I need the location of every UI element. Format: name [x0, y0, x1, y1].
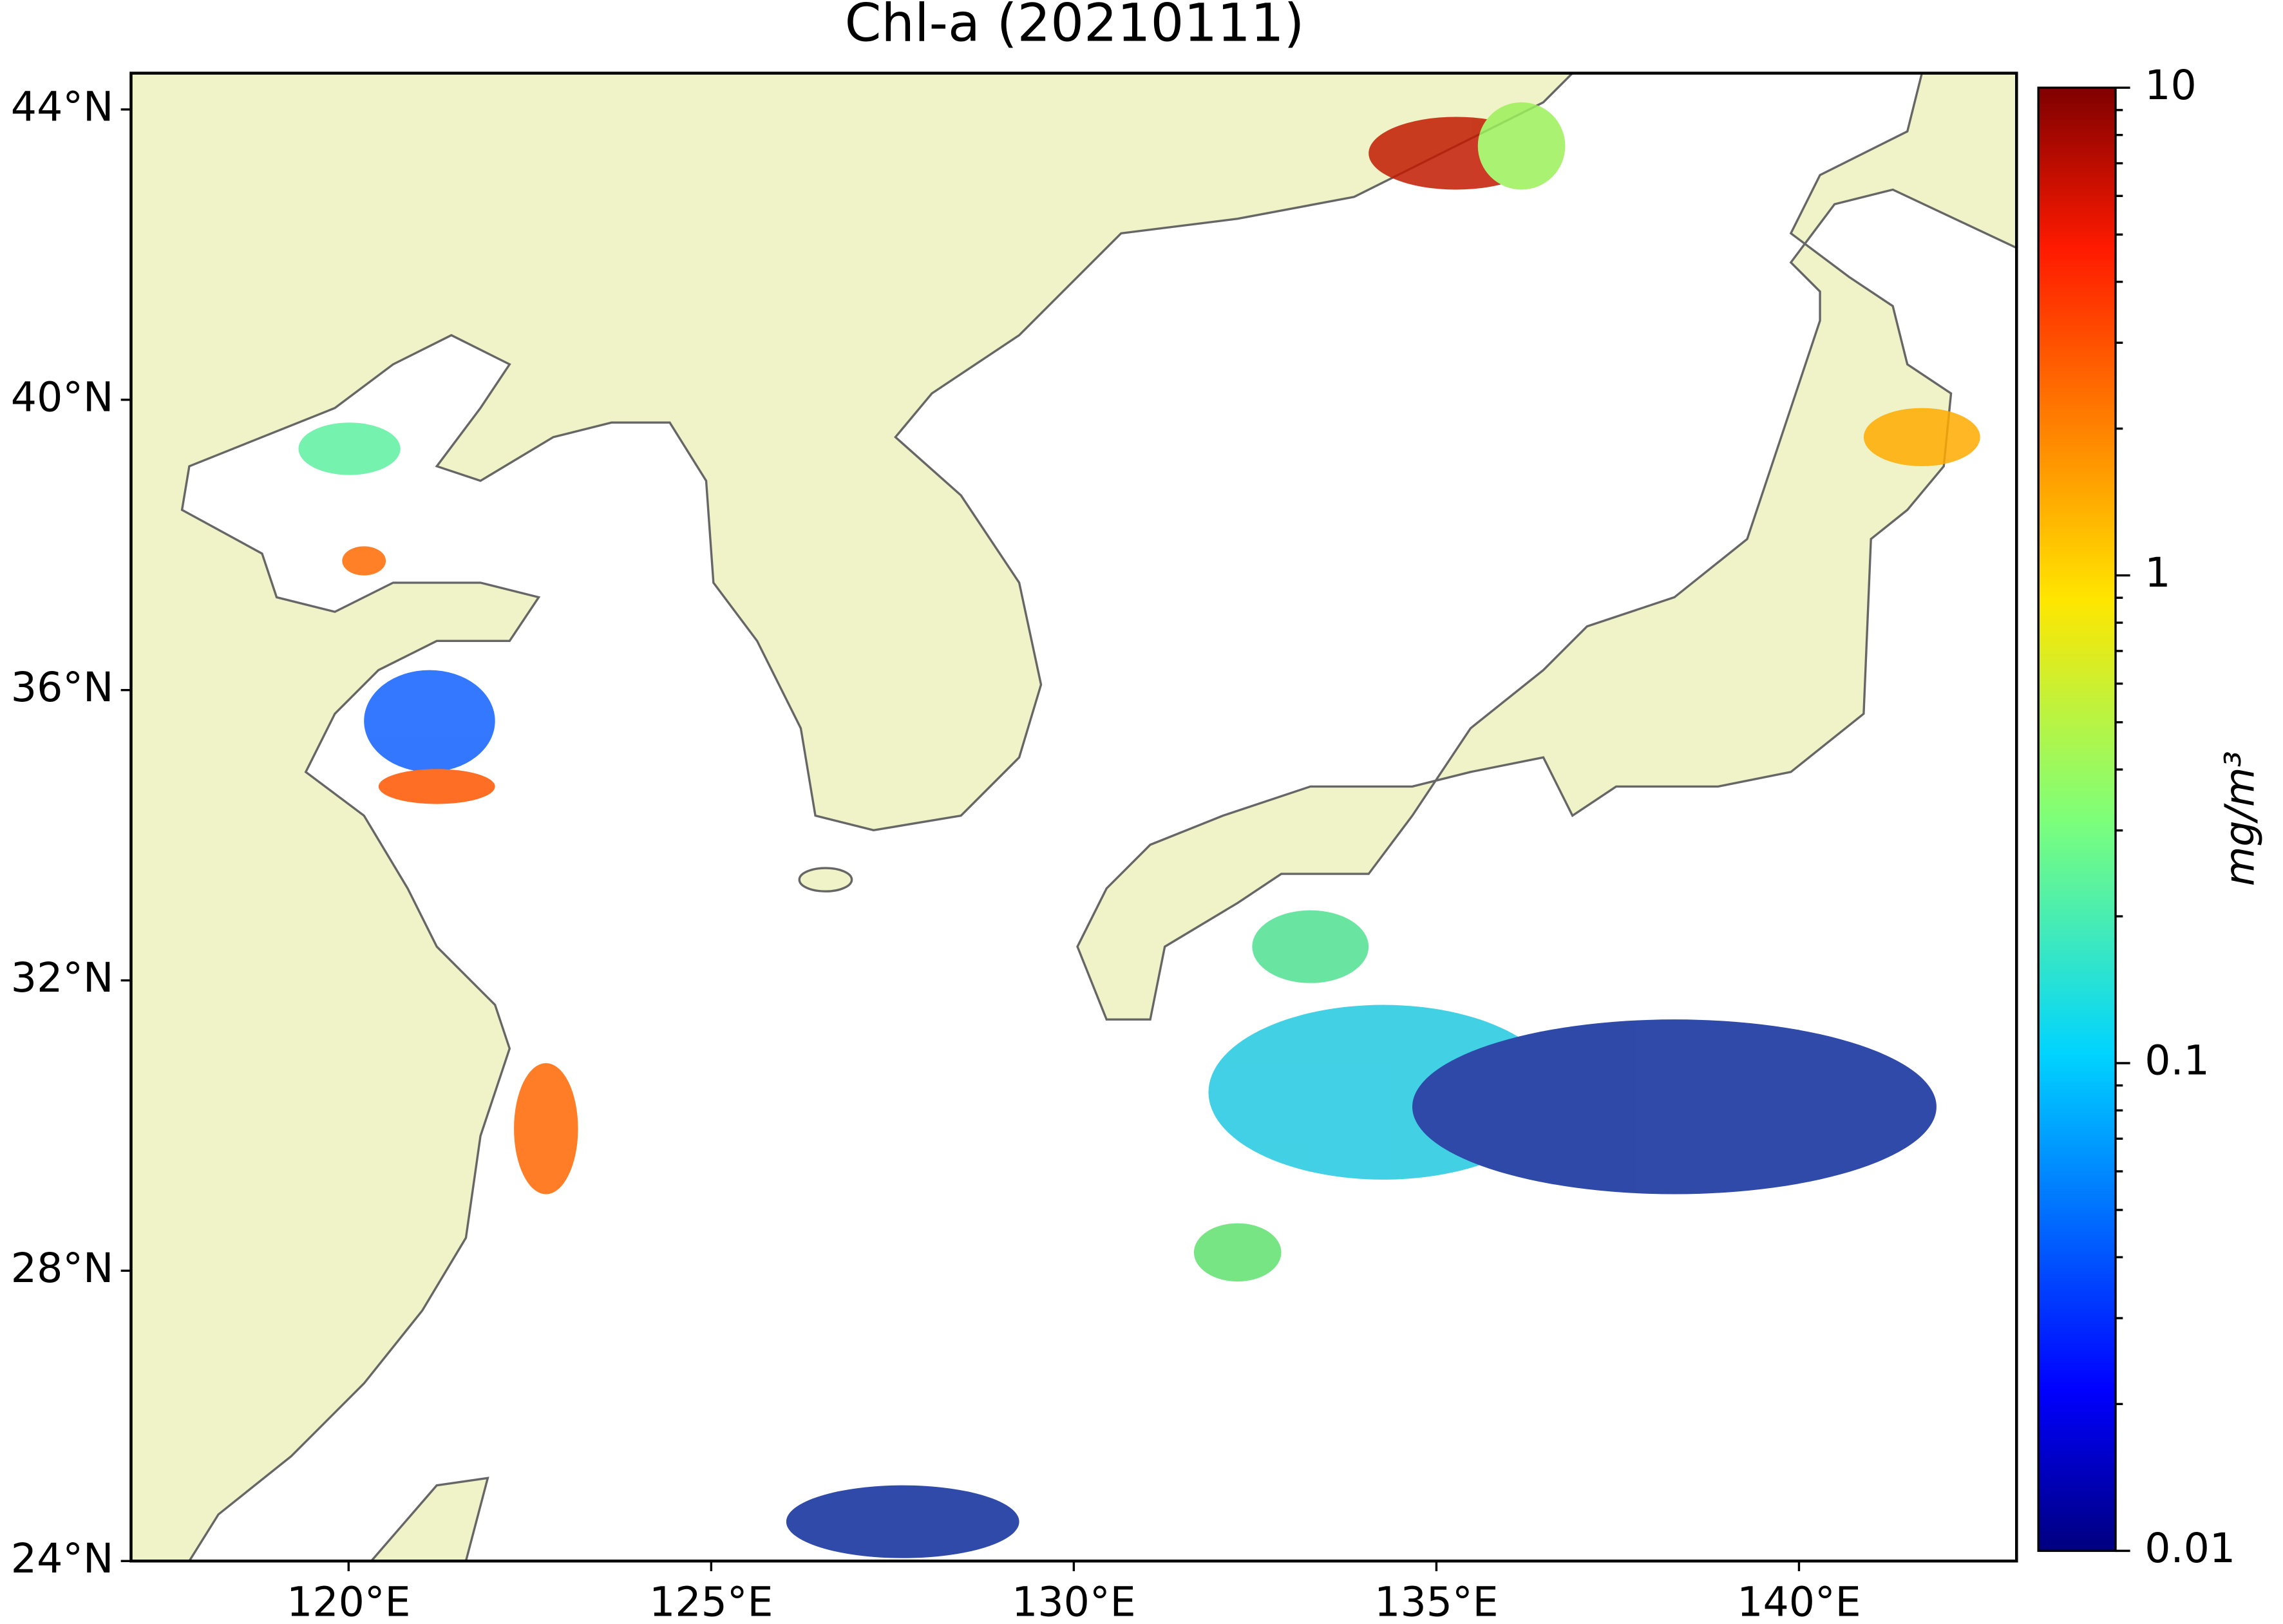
x-tick-label: 140°E: [1737, 1578, 1861, 1624]
continent: [131, 73, 1575, 1562]
colorbar: [2037, 86, 2117, 1553]
map-title: Chl-a (20210111): [845, 0, 1305, 54]
map-area: [131, 73, 2017, 1562]
colorbar-tick-label: 1: [2145, 549, 2170, 596]
x-tick-label: 125°E: [649, 1578, 773, 1624]
y-tick-label: 24°N: [11, 1534, 114, 1582]
x-tick-label: 135°E: [1374, 1578, 1498, 1624]
colorbar-tick-label: 0.1: [2145, 1037, 2210, 1084]
x-tick-label: 130°E: [1012, 1578, 1135, 1624]
y-tick-label: 44°N: [11, 83, 114, 131]
jeju: [798, 867, 853, 892]
japan: [1076, 73, 2017, 1021]
colorbar-tick-label: 0.01: [2145, 1524, 2235, 1572]
chl-patches: [298, 102, 1980, 1558]
y-tick-label: 36°N: [11, 663, 114, 711]
colorbar-label: mg/m³: [2215, 751, 2263, 886]
colorbar-tick-label: 10: [2145, 61, 2197, 109]
x-tick-label: 120°E: [287, 1578, 410, 1624]
y-tick-label: 28°N: [11, 1244, 114, 1292]
y-tick-label: 32°N: [11, 954, 114, 1001]
y-tick-label: 40°N: [11, 373, 114, 420]
taiwan: [370, 1477, 489, 1562]
